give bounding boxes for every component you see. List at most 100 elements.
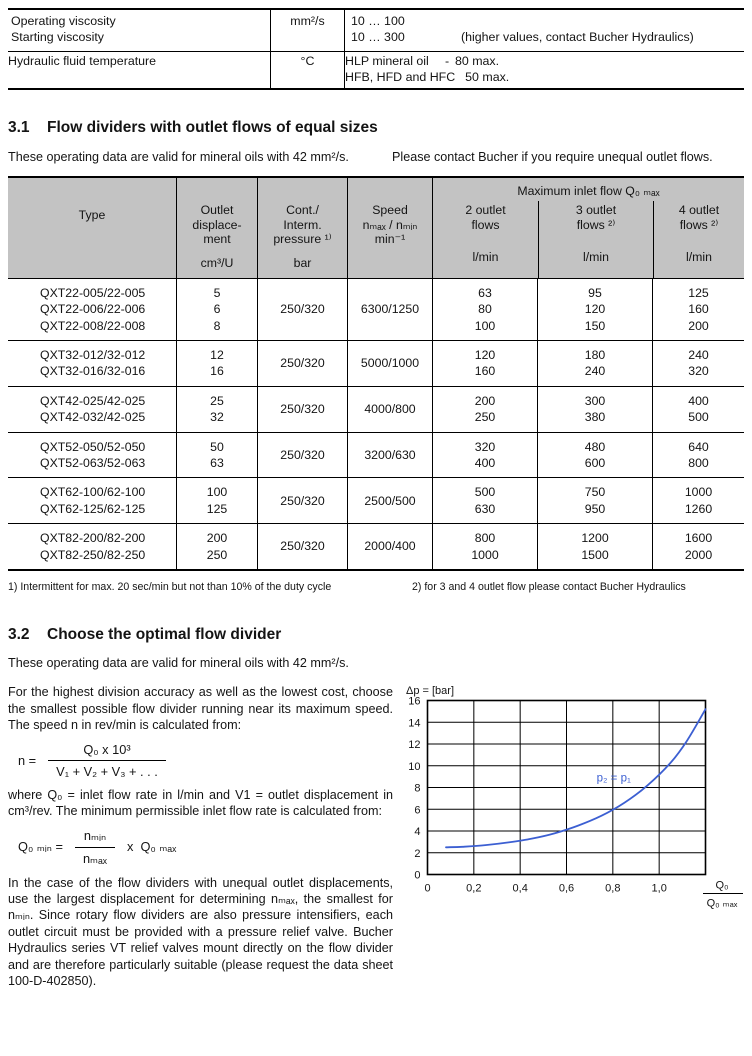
formula-fraction: Q₀ x 10³ V₁ + V₂ + V₃ + . . . xyxy=(48,742,166,779)
spec-value-label: 10 … 100 xyxy=(351,14,405,28)
displacement-value: 50 xyxy=(210,439,224,454)
flow-3-cell: 1200 1500 xyxy=(538,524,653,570)
table-footnotes: 1) Intermittent for max. 20 sec/min but … xyxy=(8,581,744,595)
y-tick-label: 8 xyxy=(414,783,420,795)
x-axis-fraction-numerator: Q₀ xyxy=(715,880,728,892)
flow-4-value: 1000 xyxy=(684,485,713,500)
flow-4-value: 500 xyxy=(688,410,709,425)
type-cell: QXT32-012/32-012 QXT32-016/32-016 xyxy=(8,341,177,386)
flow-2-value: 200 xyxy=(474,393,496,408)
displacement-value: 63 xyxy=(210,456,224,471)
plot-border xyxy=(426,700,707,876)
displacement-value: 25 xyxy=(210,393,224,408)
spec-param-cell: Hydraulic fluid temperature xyxy=(8,52,270,88)
formula-denominator: nₘₐₓ xyxy=(74,846,115,867)
spec-value-note: 80 max. xyxy=(455,54,500,69)
min-flow-formula: Q₀ ₘᵢₙ = nₘᵢₙ nₘₐₓ x Q₀ ₘₐₓ xyxy=(18,828,393,867)
spec-value-note: 50 max. xyxy=(465,69,510,84)
flow-2-cell: 200 250 xyxy=(433,386,538,432)
type-value: QXT32-012/32-012 xyxy=(40,348,146,362)
formula-numerator: Q₀ x 10³ xyxy=(83,741,131,757)
pressure-cell: 250/320 xyxy=(258,478,348,524)
flow-2-value: 1000 xyxy=(471,547,499,562)
header-line: flows xyxy=(471,217,500,232)
flow-3-cell: 300 380 xyxy=(538,386,653,432)
speed-value: 5000/1000 xyxy=(360,356,420,371)
spec-param-line: Hydraulic fluid temperature xyxy=(8,54,157,69)
header-line: flows ²⁾ xyxy=(576,217,616,232)
y-tick-label: 12 xyxy=(408,739,420,751)
header-unit: l/min xyxy=(583,249,609,264)
displacement-cell: 100 125 xyxy=(177,478,258,524)
displacement-cell: 200 250 xyxy=(177,524,258,570)
spec-value-label: 10 … 300 xyxy=(351,29,405,44)
type-value: QXT22-008/22-008 xyxy=(40,318,146,333)
flow-2-value: 630 xyxy=(474,501,496,516)
type-value: QXT52-050/52-050 xyxy=(40,439,146,454)
displacement-value: 8 xyxy=(213,318,221,333)
flow-4-value: 240 xyxy=(688,348,709,362)
speed-chart-svg: 0 2 4 6 8 10 12 14 16 0 0,2 0,4 0,6 0,8 1,0 Δp = [bar] Q… xyxy=(406,685,743,910)
type-value: QXT32-016/32-016 xyxy=(40,364,146,379)
flow-4-cell: 240 320 xyxy=(653,341,744,386)
table-header: Type Outlet displace- ment cm³/U Cont./ … xyxy=(8,177,744,279)
x-axis-fraction-denominator: Q₀ ₘₐₓ xyxy=(707,898,738,910)
spec-param-line: Starting viscosity xyxy=(11,29,104,44)
intro-left-column: These operating data are valid for miner… xyxy=(8,149,392,165)
table-row-group: QXT82-200/82-200 QXT82-250/82-250 200 250 25… xyxy=(8,524,744,570)
paragraph-2: where Q₀ = inlet flow rate in l/min and … xyxy=(8,787,393,819)
section-3-1-heading: 3.1 Flow dividers with outlet flows of e… xyxy=(8,118,744,137)
header-unit: l/min xyxy=(686,249,712,264)
formula-lhs: Q₀ ₘᵢₙ = xyxy=(18,839,63,854)
header-unit: bar xyxy=(293,256,312,271)
flow-4-value: 1600 xyxy=(684,531,713,546)
header-line: Cont./ xyxy=(286,202,319,217)
intro-left-text: These operating data are valid for miner… xyxy=(8,150,349,165)
speed-cell: 3200/630 xyxy=(348,432,433,478)
formula-rhs: x Q₀ ₘₐₓ xyxy=(127,839,177,854)
formula-fraction: nₘᵢₙ nₘₐₓ xyxy=(74,828,115,867)
displacement-value: 250 xyxy=(206,547,228,562)
flow-3-value: 120 xyxy=(584,302,606,317)
pressure-value: 250/320 xyxy=(280,302,325,317)
flow-2-cell: 120 160 xyxy=(433,341,538,386)
speed-value: 6300/1250 xyxy=(360,302,420,317)
flow-2-value: 320 xyxy=(474,439,496,454)
header-line: nₘₐₓ / nₘᵢₙ xyxy=(362,217,418,232)
table-row-group: QXT42-025/42-025 QXT42-032/42-025 25 32 250/… xyxy=(8,386,744,433)
formula-denominator: V₁ + V₂ + V₃ + . . . xyxy=(48,759,166,779)
flow-3-value: 1200 xyxy=(581,531,609,546)
displacement-value: 32 xyxy=(210,410,224,425)
flow-3-value: 950 xyxy=(584,501,606,516)
flow-4-value: 200 xyxy=(688,318,709,333)
x-tick-label: 0 xyxy=(424,883,430,895)
flow-3-cell: 750 950 xyxy=(538,478,653,524)
header-displacement: Outlet displace- ment cm³/U xyxy=(177,177,258,278)
speed-value: 3200/630 xyxy=(364,447,416,462)
x-tick-label: 0,4 xyxy=(513,883,528,895)
main-table-body: QXT22-005/22-005 QXT22-006/22-006 QXT22-00… xyxy=(8,278,744,570)
spec-value-label: HLP mineral oil xyxy=(345,54,429,69)
header-pressure: Cont./ Interm. pressure ¹⁾ bar xyxy=(258,177,348,278)
spec-table: Operating viscosity Starting viscosity m… xyxy=(8,8,744,91)
flow-4-value: 160 xyxy=(688,302,709,317)
pressure-drop-chart: 0 2 4 6 8 10 12 14 16 0 0,2 0,4 0,6 0,8 1,0 Δp = [bar] Q… xyxy=(402,684,750,916)
flow-2-cell: 800 1000 xyxy=(433,524,538,570)
flow-2-value: 100 xyxy=(474,318,496,333)
type-cell: QXT82-200/82-200 QXT82-250/82-250 xyxy=(8,524,177,570)
y-tick-label: 4 xyxy=(414,826,420,838)
flow-4-value: 400 xyxy=(688,393,709,408)
type-cell: QXT52-050/52-050 QXT52-063/52-063 xyxy=(8,432,177,478)
spec-param-cell: Operating viscosity Starting viscosity xyxy=(8,10,270,51)
displacement-cell: 50 63 xyxy=(177,432,258,478)
header-line: Outlet xyxy=(200,202,234,217)
pressure-cell: 250/320 xyxy=(258,341,348,386)
spec-row-temperature: Hydraulic fluid temperature °C HLP miner… xyxy=(8,51,744,89)
x-tick-label: 1,0 xyxy=(652,883,667,895)
spec-unit-cell: mm²/s xyxy=(270,10,345,52)
text-column: For the highest division accuracy as wel… xyxy=(8,684,393,989)
spec-value-cell: 10 … 100 10 … 300 (higher values, contac… xyxy=(345,10,744,51)
pressure-drop-curve xyxy=(445,708,707,849)
flow-2-value: 800 xyxy=(474,531,496,546)
